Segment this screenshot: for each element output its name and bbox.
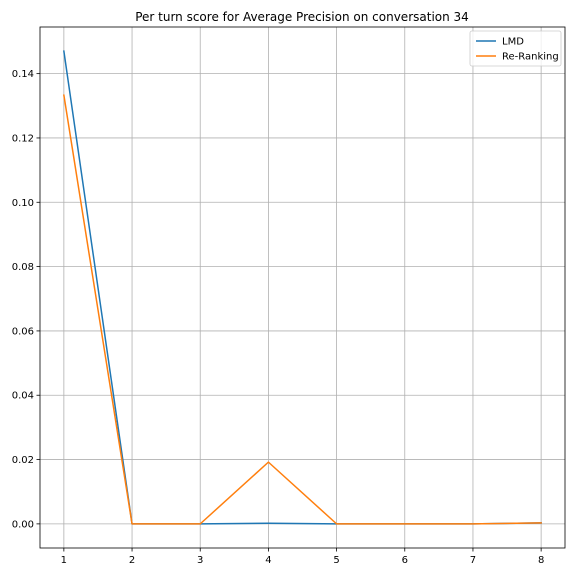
y-tick-label: 0.02 <box>12 455 34 466</box>
x-tick-label: 1 <box>61 555 67 566</box>
y-tick-label: 0.00 <box>12 519 34 530</box>
x-tick-label: 5 <box>333 555 339 566</box>
plot-frame <box>39 26 566 549</box>
legend: LMD Re-Ranking <box>469 30 562 67</box>
legend-box <box>469 30 562 67</box>
legend-label: LMD <box>502 37 524 48</box>
y-tick-label: 0.12 <box>12 133 34 144</box>
series-lines <box>63 50 542 525</box>
y-tick-label: 0.04 <box>12 391 34 402</box>
chart-title: Per turn score for Average Precision on … <box>135 10 469 24</box>
x-tick-label: 3 <box>197 555 203 566</box>
y-tick-label: 0.06 <box>12 326 34 337</box>
y-tick-label: 0.14 <box>12 69 34 80</box>
grid <box>40 27 565 548</box>
series-line-re-ranking <box>63 94 542 525</box>
x-tick-label: 4 <box>265 555 271 566</box>
y-tick-label: 0.10 <box>12 198 34 209</box>
x-tick-label: 8 <box>538 555 544 566</box>
x-tick-label: 7 <box>470 555 476 566</box>
x-tick-label: 2 <box>129 555 135 566</box>
legend-label: Re-Ranking <box>502 52 559 63</box>
y-tick-label: 0.08 <box>12 262 34 273</box>
y-axis: 0.00 0.02 0.04 0.06 0.08 0.10 0.12 0.14 <box>12 69 40 530</box>
x-tick-label: 6 <box>402 555 408 566</box>
x-axis: 1 2 3 4 5 6 7 8 <box>61 548 544 566</box>
